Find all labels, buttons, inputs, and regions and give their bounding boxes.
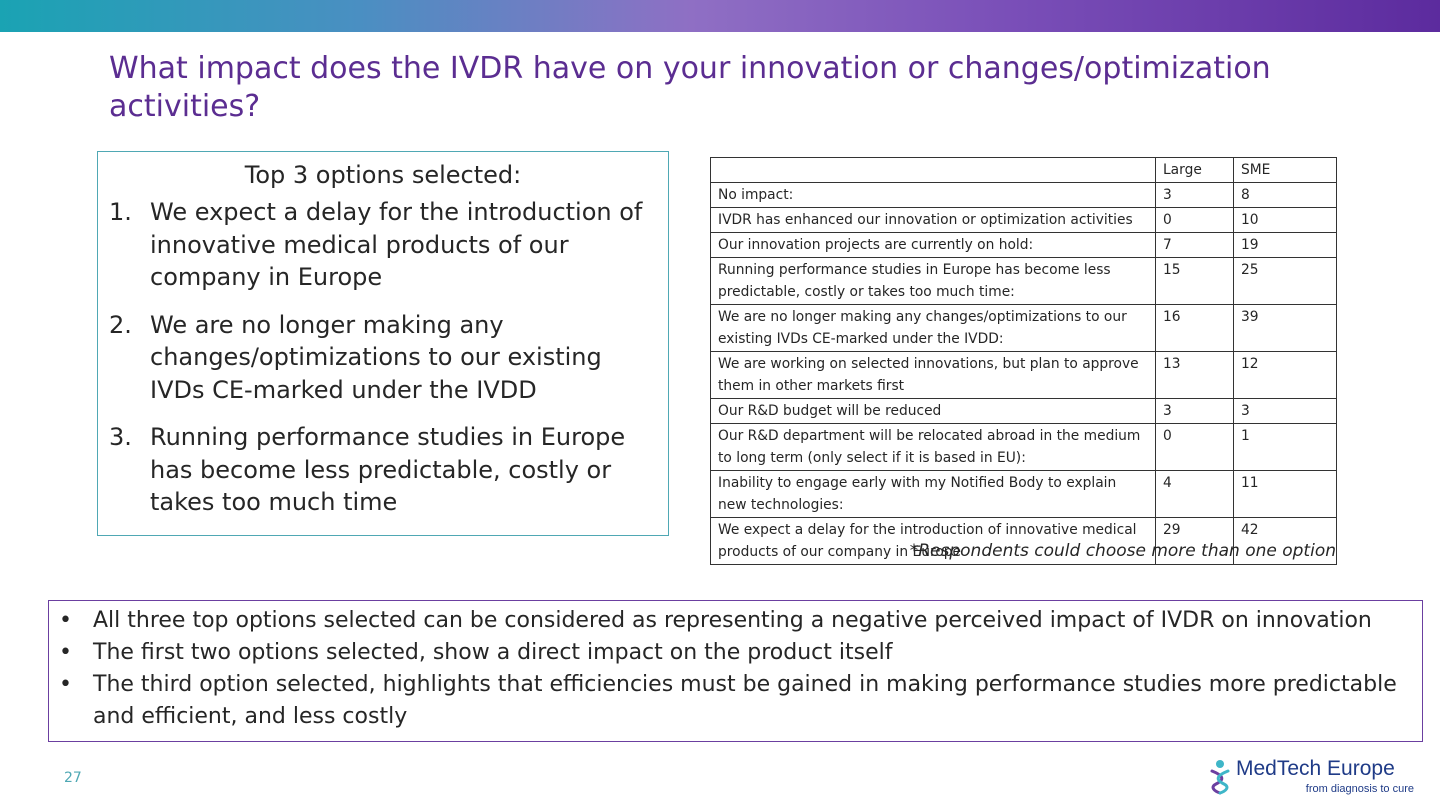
logo-name: MedTech Europe: [1236, 757, 1395, 780]
table-cell-large: 15: [1155, 257, 1234, 305]
top-options-heading: Top 3 options selected:: [244, 161, 522, 189]
table-cell-large: 13: [1155, 351, 1234, 399]
medtech-europe-logo: MedTech Europe from diagnosis to cure: [1208, 757, 1418, 799]
table-row: We expect a delay for the introduction o…: [710, 517, 1337, 565]
results-table-container: Large SME No impact: 3 8 IVDR has enhanced …: [710, 157, 1337, 565]
table-cell-large: 7: [1155, 232, 1234, 258]
table-cell-label: No impact:: [710, 182, 1156, 208]
option-text: We are no longer making any changes/opti…: [150, 310, 602, 404]
top-option-item: 1. We expect a delay for the introductio…: [98, 196, 668, 294]
table-cell-large: 0: [1155, 207, 1234, 233]
table-cell-label: We expect a delay for the introduction o…: [710, 517, 1156, 565]
results-table: Large SME No impact: 3 8 IVDR has enhanced …: [710, 157, 1337, 565]
table-cell-label: Our innovation projects are currently on…: [710, 232, 1156, 258]
table-cell-label: We are working on selected innovations, …: [710, 351, 1156, 399]
table-cell-sme: 25: [1233, 257, 1337, 305]
table-cell-sme: 10: [1233, 207, 1337, 233]
table-row: IVDR has enhanced our innovation or opti…: [710, 207, 1337, 233]
table-header-cell: Large: [1155, 157, 1234, 183]
top-option-item: 3. Running performance studies in Europe…: [98, 421, 668, 519]
table-cell-large: 29: [1155, 517, 1234, 565]
table-header-cell: SME: [1233, 157, 1337, 183]
header-gradient-bar: [0, 0, 1440, 32]
bullet: •: [59, 640, 72, 665]
table-cell-label: Our R&D budget will be reduced: [710, 398, 1156, 424]
top-options-list: 1. We expect a delay for the introductio…: [98, 196, 668, 519]
option-number: 2.: [109, 310, 132, 339]
table-cell-label: Inability to engage early with my Notifi…: [710, 470, 1156, 518]
option-text: Running performance studies in Europe ha…: [150, 423, 626, 516]
table-header-row: Large SME: [710, 157, 1337, 183]
table-row: We are no longer making any changes/opti…: [710, 304, 1337, 352]
table-cell-sme: 3: [1233, 398, 1337, 424]
table-row: Our R&D department will be relocated abr…: [710, 423, 1337, 471]
bullet: •: [59, 672, 72, 697]
table-cell-large: 4: [1155, 470, 1234, 518]
table-cell-sme: 1: [1233, 423, 1337, 471]
table-header-cell: [710, 157, 1156, 183]
conclusion-item: • The first two options selected, show a…: [49, 637, 1422, 669]
conclusion-item: • The third option selected, highlights …: [49, 669, 1422, 733]
page-number: 27: [64, 770, 82, 786]
table-cell-large: 3: [1155, 182, 1234, 208]
conclusions-list: • All three top options selected can be …: [49, 605, 1422, 733]
option-number: 3.: [109, 423, 132, 451]
table-cell-sme: 12: [1233, 351, 1337, 399]
table-cell-label: Running performance studies in Europe ha…: [710, 257, 1156, 305]
table-cell-label: IVDR has enhanced our innovation or opti…: [710, 207, 1156, 233]
option-text: We expect a delay for the introduction o…: [150, 198, 643, 291]
table-cell-sme: 8: [1233, 182, 1337, 208]
table-cell-large: 16: [1155, 304, 1234, 352]
bullet: •: [59, 608, 72, 633]
table-cell-sme: 42: [1233, 517, 1337, 565]
conclusion-text: The third option selected, highlights th…: [93, 672, 1397, 729]
table-footnote: *Respondents could choose more than one …: [909, 541, 1336, 561]
option-number: 1.: [109, 198, 132, 226]
conclusion-item: • All three top options selected can be …: [49, 605, 1422, 637]
table-row: No impact: 3 8: [710, 182, 1337, 208]
table-row: Our R&D budget will be reduced 3 3: [710, 398, 1337, 424]
table-row: Running performance studies in Europe ha…: [710, 257, 1337, 305]
table-cell-label: We are no longer making any changes/opti…: [710, 304, 1156, 352]
person-helix-icon: [1210, 760, 1230, 795]
table-row: We are working on selected innovations, …: [710, 351, 1337, 399]
table-cell-label: Our R&D department will be relocated abr…: [710, 423, 1156, 471]
table-row: Our innovation projects are currently on…: [710, 232, 1337, 258]
top-options-box: Top 3 options selected: 1. We expect a d…: [97, 151, 669, 536]
slide-title: What impact does the IVDR have on your i…: [109, 51, 1271, 124]
table-cell-large: 3: [1155, 398, 1234, 424]
conclusion-text: All three top options selected can be co…: [93, 608, 1372, 633]
table-cell-sme: 11: [1233, 470, 1337, 518]
logo-tagline: from diagnosis to cure: [1305, 783, 1414, 795]
table-cell-sme: 39: [1233, 304, 1337, 352]
top-option-item: 2. We are no longer making any changes/o…: [98, 309, 668, 407]
table-cell-large: 0: [1155, 423, 1234, 471]
conclusion-text: The first two options selected, show a d…: [93, 640, 893, 665]
table-row: Inability to engage early with my Notifi…: [710, 470, 1337, 518]
table-cell-sme: 19: [1233, 232, 1337, 258]
conclusions-box: • All three top options selected can be …: [48, 600, 1423, 742]
